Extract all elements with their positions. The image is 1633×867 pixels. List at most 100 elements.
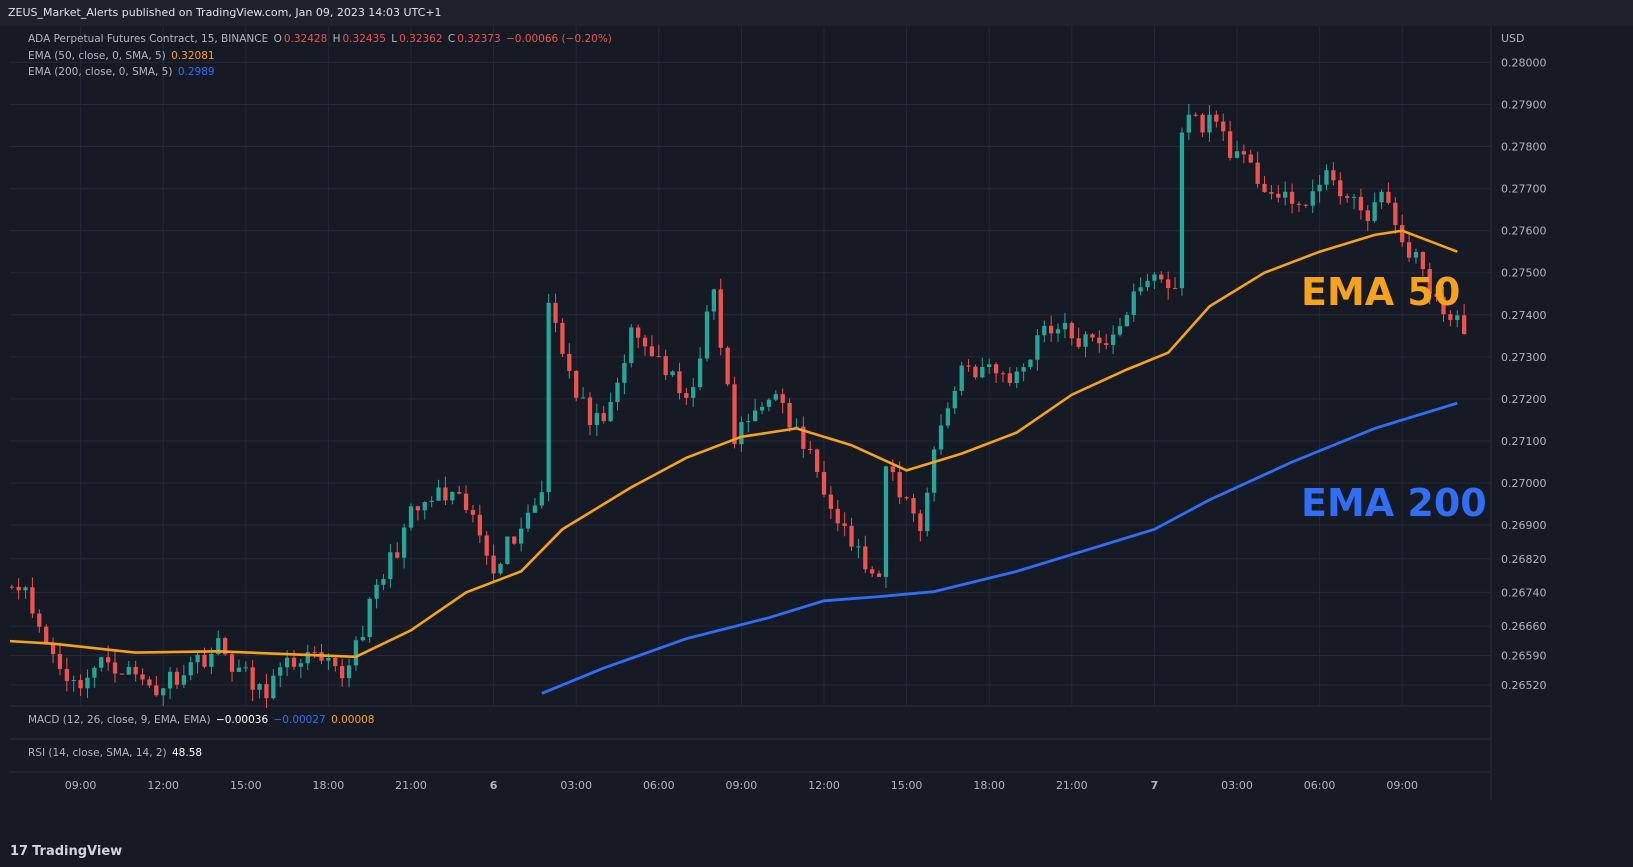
candle bbox=[1372, 192, 1377, 223]
candle bbox=[1358, 188, 1364, 220]
candle bbox=[1193, 112, 1198, 117]
candle-body bbox=[677, 371, 682, 394]
candle bbox=[119, 673, 125, 675]
candle-body bbox=[821, 471, 827, 495]
time-tick-label: 18:00 bbox=[973, 779, 1005, 792]
candle bbox=[71, 675, 76, 692]
time-tick-label: 15:00 bbox=[891, 779, 923, 792]
candle bbox=[133, 660, 138, 682]
time-tick-label: 21:00 bbox=[1056, 779, 1088, 792]
candle-body bbox=[787, 402, 792, 428]
candle bbox=[1090, 333, 1095, 342]
candle-body bbox=[801, 426, 806, 449]
candle bbox=[773, 390, 778, 402]
candle-body bbox=[257, 684, 262, 690]
candle bbox=[429, 496, 434, 508]
candle-body bbox=[656, 356, 661, 358]
candle-body bbox=[697, 358, 703, 388]
candle-body bbox=[161, 688, 166, 696]
candle bbox=[663, 349, 668, 380]
candle bbox=[1021, 363, 1026, 382]
candle-body bbox=[642, 337, 648, 347]
tradingview-logo[interactable]: 17 TradingView bbox=[10, 844, 122, 859]
candle-body bbox=[973, 366, 978, 378]
candle bbox=[821, 461, 827, 498]
candle-body bbox=[202, 654, 207, 667]
candle bbox=[305, 644, 310, 671]
published-info: ZEUS_Market_Alerts published on TradingV… bbox=[8, 6, 442, 19]
candle bbox=[395, 542, 400, 559]
candle-body bbox=[512, 536, 517, 544]
macd-histogram-value: 0.00008 bbox=[331, 714, 375, 726]
candle bbox=[1221, 113, 1226, 142]
candle-body bbox=[1269, 192, 1274, 194]
candle-body bbox=[766, 399, 772, 407]
candle bbox=[911, 493, 916, 522]
ema200-legend[interactable]: EMA (200, close, 0, SMA, 5) 0.2989 bbox=[28, 66, 217, 78]
price-chart[interactable]: 0.28000 0.27900 0.27800 0.27700 0.27600 0.275… bbox=[10, 26, 1561, 826]
candle-body bbox=[925, 492, 930, 532]
candle bbox=[346, 658, 352, 688]
candle bbox=[601, 405, 606, 424]
candle bbox=[801, 416, 806, 458]
candle-body bbox=[188, 662, 193, 676]
candle bbox=[987, 358, 992, 374]
candle bbox=[236, 659, 242, 673]
candle bbox=[30, 577, 35, 618]
chart-area[interactable]: 0.28000 0.27900 0.27800 0.27700 0.27600 0.275… bbox=[10, 26, 1561, 826]
ema50-annotation: EMA 50 bbox=[1301, 270, 1461, 314]
candle bbox=[925, 487, 930, 537]
candle-body bbox=[1427, 269, 1432, 294]
candle bbox=[147, 676, 152, 688]
tradingview-brand: TradingView bbox=[32, 844, 123, 859]
candle-body bbox=[1331, 170, 1336, 181]
candle-body bbox=[1255, 162, 1260, 184]
candle-body bbox=[704, 311, 710, 359]
price-tick-label: 0.26820 bbox=[1501, 553, 1547, 566]
candle-body bbox=[92, 667, 97, 678]
rsi-legend[interactable]: RSI (14, close, SMA, 14, 2) 48.58 bbox=[28, 747, 204, 759]
candle bbox=[1441, 286, 1446, 322]
open-label: O bbox=[273, 33, 282, 45]
candle bbox=[415, 505, 421, 521]
candle bbox=[1303, 203, 1308, 208]
candle-body bbox=[1351, 196, 1357, 198]
candle-body bbox=[904, 497, 909, 499]
candle-body bbox=[876, 573, 882, 577]
candle bbox=[340, 658, 345, 687]
symbol-legend[interactable]: ADA Perpetual Futures Contract, 15, BINA… bbox=[28, 33, 614, 45]
candle bbox=[959, 361, 964, 396]
price-tick-label: 0.27100 bbox=[1501, 435, 1547, 448]
candle bbox=[1317, 175, 1322, 203]
candle-body bbox=[1007, 373, 1012, 383]
candle-body bbox=[918, 513, 923, 532]
ema200-legend-value: 0.2989 bbox=[177, 66, 215, 78]
candle bbox=[1131, 283, 1136, 323]
price-tick-label: 0.27700 bbox=[1501, 183, 1547, 196]
candle-body bbox=[126, 666, 131, 675]
candle bbox=[1159, 271, 1164, 283]
candles bbox=[10, 103, 1467, 708]
candle-body bbox=[856, 546, 861, 548]
candle-body bbox=[1097, 337, 1102, 344]
candle bbox=[512, 536, 517, 545]
ema200-legend-label: EMA (200, close, 0, SMA, 5) bbox=[28, 66, 173, 78]
candle bbox=[10, 584, 14, 590]
time-tick-label: 15:00 bbox=[230, 779, 262, 792]
candle-body bbox=[594, 413, 599, 426]
macd-legend[interactable]: MACD (12, 26, close, 9, EMA, EMA) −0.000… bbox=[28, 714, 376, 726]
time-tick-label: 09:00 bbox=[65, 779, 97, 792]
candle-body bbox=[670, 371, 675, 376]
candle bbox=[1434, 285, 1439, 302]
ema50-legend[interactable]: EMA (50, close, 0, SMA, 5) 0.32081 bbox=[28, 50, 217, 62]
candle-body bbox=[711, 289, 717, 312]
candle-body bbox=[243, 667, 248, 669]
candle-body bbox=[567, 353, 572, 371]
candle-body bbox=[739, 422, 744, 445]
candle-body bbox=[1234, 151, 1240, 158]
candle bbox=[849, 517, 854, 551]
candle bbox=[505, 536, 510, 565]
price-tick-label: 0.27900 bbox=[1501, 98, 1547, 111]
candle bbox=[99, 657, 104, 672]
candle-body bbox=[1193, 114, 1198, 116]
